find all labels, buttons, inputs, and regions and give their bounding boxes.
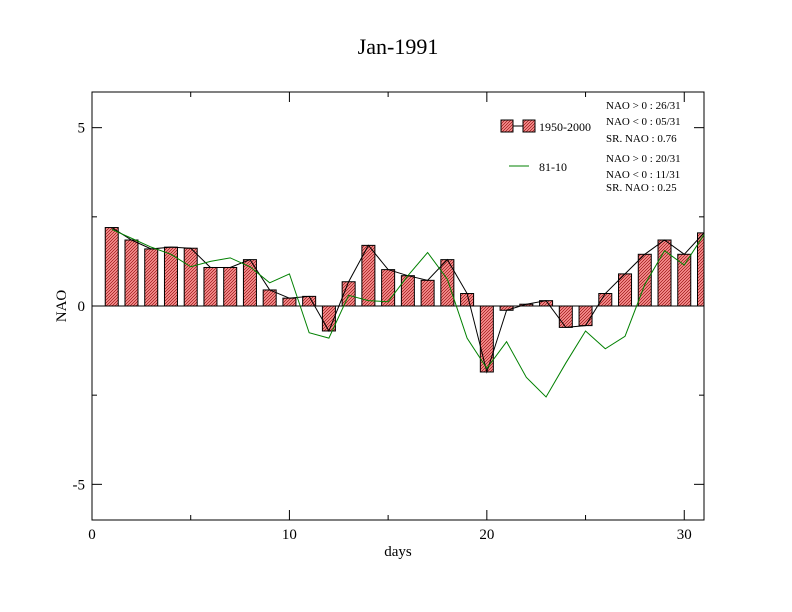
x-tick-label-0: 0 (88, 527, 96, 543)
bar-day-26 (598, 293, 613, 307)
bar-day-7 (223, 266, 238, 307)
y-tick-label-0: 0 (78, 299, 86, 315)
stats-1950-2000-negative: NAO < 0 : 05/31 (606, 116, 681, 128)
bar-day-15 (381, 269, 396, 307)
stats-1950-2000-positive: NAO > 0 : 26/31 (606, 100, 681, 112)
x-axis-label: days (384, 544, 412, 560)
stats-81-10-positive: NAO > 0 : 20/31 (606, 153, 681, 165)
legend-swatch-1950-2000-left (500, 119, 514, 133)
line-81-10 (111, 228, 705, 398)
bar-day-4 (163, 246, 178, 307)
bar-day-25 (578, 305, 593, 327)
bar-day-3 (144, 248, 159, 307)
y-axis-label: NAO (54, 290, 70, 323)
x-tick-label-20: 20 (479, 527, 494, 543)
x-tick-label-30: 30 (677, 527, 692, 543)
ticks-layer: 0 10 20 30 -5 0 5 (73, 92, 704, 543)
legend-label-81-10: 81-10 (539, 160, 567, 174)
bars-layer (104, 227, 705, 373)
bar-day-6 (203, 266, 218, 307)
lines-layer (111, 227, 705, 398)
bar-day-1 (104, 227, 119, 307)
legend-label-1950-2000: 1950-2000 (539, 120, 591, 134)
bar-day-24 (558, 305, 573, 328)
y-tick-label-5: 5 (78, 121, 86, 137)
bar-day-16 (400, 275, 415, 307)
bar-day-28 (637, 253, 652, 307)
stats-81-10-sr: SR. NAO : 0.25 (606, 182, 677, 194)
y-tick-label--5: -5 (73, 477, 86, 493)
stats-1950-2000-sr: SR. NAO : 0.76 (606, 133, 677, 145)
legend-swatch-1950-2000-right (522, 119, 536, 133)
legend: 1950-2000 81-10 (500, 119, 591, 174)
bar-day-10 (282, 297, 297, 307)
stats-81-10-negative: NAO < 0 : 11/31 (606, 169, 680, 181)
bar-day-21 (499, 305, 514, 311)
chart-title: Jan-1991 (358, 34, 439, 59)
x-tick-label-10: 10 (282, 527, 297, 543)
bar-day-5 (183, 247, 198, 307)
bar-day-2 (124, 239, 139, 307)
bar-day-17 (420, 279, 435, 307)
bar-day-29 (657, 239, 672, 307)
stats-block: NAO > 0 : 26/31 NAO < 0 : 05/31 SR. NAO … (606, 100, 681, 194)
